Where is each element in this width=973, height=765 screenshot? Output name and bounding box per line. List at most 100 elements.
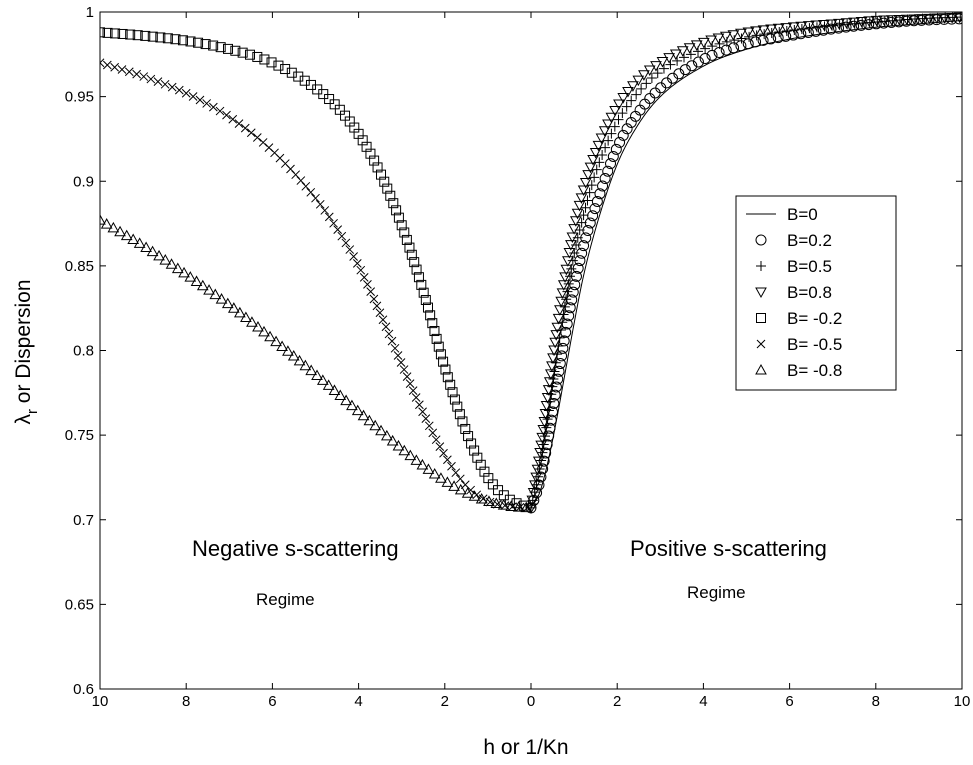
- data-point: [215, 293, 228, 304]
- data-point: [399, 365, 409, 374]
- data-point: [649, 87, 661, 99]
- data-point: [626, 95, 637, 106]
- data-point: [646, 73, 657, 84]
- data-point: [363, 414, 376, 426]
- data-point: [222, 110, 231, 120]
- data-point: [545, 414, 557, 426]
- data-point: [578, 240, 590, 252]
- data-point: [167, 82, 177, 92]
- data-point: [735, 28, 747, 40]
- data-point: [870, 15, 883, 27]
- data-point: [557, 280, 570, 291]
- data-point: [100, 58, 105, 68]
- data-point: [750, 36, 762, 48]
- data-point: [146, 74, 156, 84]
- data-point: [438, 356, 449, 367]
- data-point: [490, 497, 503, 509]
- y-axis: 0.6 0.65 0.7 0.75 0.8 0.85 0.9 0.95 1: [65, 4, 962, 698]
- data-point: [146, 245, 159, 257]
- data-point: [817, 24, 829, 36]
- legend-swatch: [756, 261, 766, 271]
- data-point: [863, 16, 875, 27]
- data-point: [140, 241, 152, 252]
- data-point: [598, 126, 611, 137]
- x-axis-title: h or 1/Kn: [483, 736, 568, 759]
- data-point: [562, 286, 573, 297]
- data-point: [580, 202, 591, 213]
- data-point: [114, 225, 126, 237]
- data-point: [133, 237, 146, 248]
- data-point: [320, 206, 330, 215]
- legend-item: B= -0.8: [755, 361, 842, 380]
- legend-label: B=0.2: [787, 231, 832, 250]
- x-tick-label: 8: [872, 693, 880, 710]
- data-point: [827, 20, 838, 31]
- data-point: [227, 302, 240, 313]
- data-point: [589, 172, 600, 183]
- data-point: [621, 101, 632, 112]
- data-point: [582, 170, 594, 181]
- data-point: [413, 272, 424, 283]
- legend-swatch: [755, 234, 767, 246]
- data-point: [117, 65, 127, 74]
- data-point: [566, 294, 578, 306]
- data-point: [547, 406, 559, 418]
- data-point: [428, 428, 438, 438]
- data-point: [266, 57, 277, 68]
- data-point: [531, 464, 544, 476]
- data-point: [162, 33, 173, 44]
- data-point: [416, 458, 429, 470]
- legend: B=0 B=0.2 B=0.5 B=0.8 B= -0.2 B= -0.5 B= -0.8: [735, 195, 897, 391]
- data-point: [316, 374, 329, 385]
- data-point: [447, 461, 456, 471]
- data-point: [455, 474, 465, 484]
- data-point: [264, 330, 276, 342]
- data-point: [340, 394, 352, 406]
- data-point: [418, 287, 429, 298]
- data-point: [393, 212, 404, 223]
- data-point: [765, 24, 777, 36]
- data-point: [567, 286, 579, 298]
- data-point: [270, 335, 282, 347]
- data-point: [404, 242, 415, 253]
- data-point: [322, 379, 335, 390]
- data-point: [595, 133, 608, 145]
- data-point: [449, 394, 460, 405]
- annotation-negative-sub: Regime: [256, 590, 315, 609]
- data-point: [461, 487, 474, 498]
- data-point: [542, 414, 553, 425]
- data-point: [600, 142, 611, 153]
- data-point: [324, 212, 334, 222]
- legend-swatch: [755, 287, 767, 299]
- data-point: [334, 104, 345, 115]
- data-point: [110, 28, 121, 39]
- data-point: [573, 200, 586, 212]
- data-point: [404, 449, 417, 461]
- data-point: [380, 429, 393, 441]
- data-point: [780, 23, 793, 34]
- data-point: [505, 500, 518, 511]
- data-point: [100, 214, 106, 225]
- data-point: [352, 259, 362, 268]
- data-point: [833, 18, 845, 30]
- data-point: [454, 483, 467, 495]
- data-point: [410, 454, 423, 465]
- data-point: [230, 45, 241, 56]
- data-point: [351, 404, 364, 416]
- data-point: [375, 424, 387, 436]
- data-point: [359, 273, 369, 282]
- data-point: [177, 35, 188, 46]
- data-point: [652, 68, 663, 79]
- data-point: [609, 105, 621, 117]
- data-point: [349, 252, 358, 261]
- x-tick-label: 4: [354, 693, 362, 710]
- data-point: [697, 37, 710, 49]
- data-point: [181, 88, 191, 98]
- legend-item: B=0.5: [756, 257, 832, 276]
- data-point: [435, 472, 447, 483]
- data-point: [421, 414, 431, 423]
- data-point: [296, 176, 306, 185]
- data-point: [259, 54, 270, 65]
- data-point: [679, 64, 691, 76]
- data-point: [420, 295, 431, 306]
